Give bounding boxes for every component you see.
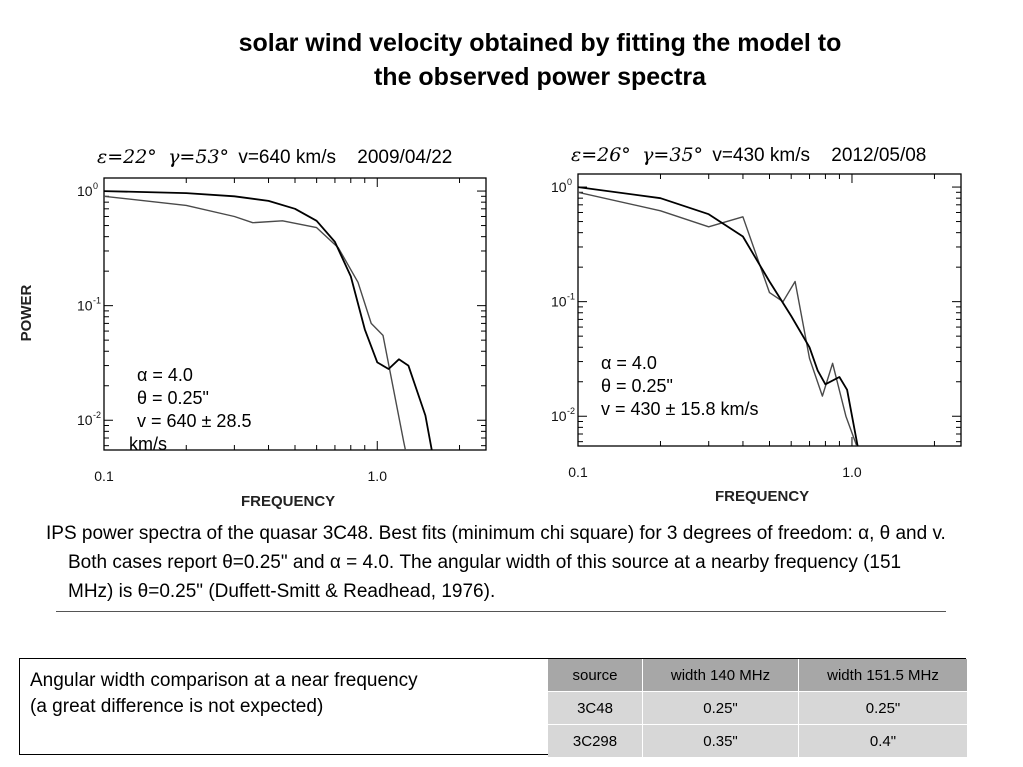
caption-divider <box>56 611 946 612</box>
plot1-gamma: γ=53° <box>168 146 230 168</box>
plot1-series-observed <box>104 195 407 450</box>
plot2-x-axis-title: FREQUENCY <box>715 488 810 505</box>
plot1-x-axis-title: FREQUENCY <box>241 493 336 510</box>
plot2-y-tick-exponent: -1 <box>567 292 575 302</box>
plot1-x-tick-label: 1.0 <box>368 468 388 484</box>
plot1-y-tick-label: 10 <box>77 412 93 428</box>
plot1-fit-params: α = 4.0 θ = 0.25" v = 640 ± 28.5 km/s <box>129 364 252 456</box>
figure-caption: IPS power spectra of the quasar 3C48. Be… <box>46 519 946 606</box>
table-cell-source: 3C298 <box>548 724 643 758</box>
plot2-fit-theta: θ = 0.25" <box>601 376 673 396</box>
plot1-velocity: v=640 km/s <box>238 147 336 168</box>
table-cell-140: 0.25" <box>642 691 799 725</box>
caption-text: IPS power spectra of the quasar 3C48. Be… <box>46 523 946 602</box>
table-header-140: width 140 MHz <box>642 659 799 692</box>
plot2-fit-params: α = 4.0 θ = 0.25" v = 430 ± 15.8 km/s <box>601 352 758 421</box>
plot1-series-model <box>104 190 433 450</box>
plot2-y-tick-exponent: -2 <box>567 406 575 416</box>
plot2-header: ε=26° γ=35° v=430 km/s 2012/05/08 <box>571 144 926 167</box>
angular-width-table: source width 140 MHz width 151.5 MHz 3C4… <box>548 659 968 758</box>
plot2-epsilon: ε=26° <box>571 144 631 166</box>
plot2-y-tick-exponent: 0 <box>567 177 572 187</box>
page-title: solar wind velocity obtained by fitting … <box>238 29 842 91</box>
plot1-epsilon: ε=22° <box>97 146 157 168</box>
plot1-fit-unit: km/s <box>129 434 167 454</box>
plot1-fit-alpha: α = 4.0 <box>137 365 193 385</box>
plot2-series-model <box>578 186 859 446</box>
plot1-x-tick-label: 0.1 <box>94 468 114 484</box>
plot2-x-tick-label: 0.1 <box>568 464 588 480</box>
plot2-fit-alpha: α = 4.0 <box>601 353 657 373</box>
plot2-y-tick-label: 10 <box>551 294 567 310</box>
table-header-row: source width 140 MHz width 151.5 MHz <box>548 659 968 692</box>
plot2-fit-velocity: v = 430 ± 15.8 km/s <box>601 399 759 419</box>
plot2-date: 2012/05/08 <box>831 145 927 166</box>
table-cell-1515: 0.4" <box>798 724 968 758</box>
plot2-y-tick-label: 10 <box>551 179 567 195</box>
plot1-y-tick-exponent: -2 <box>93 410 101 420</box>
plot1-y-tick-exponent: -1 <box>93 296 101 306</box>
plot2-y-tick-label: 10 <box>551 408 567 424</box>
plot1-y-tick-exponent: 0 <box>93 181 98 191</box>
table-row: 3C48 0.25" 0.25" <box>548 691 968 725</box>
plot1-y-tick-label: 10 <box>77 183 93 199</box>
plot2-velocity: v=430 km/s <box>712 145 810 166</box>
plot1-header: ε=22° γ=53° v=640 km/s 2009/04/22 <box>97 146 452 169</box>
table-row: 3C298 0.35" 0.4" <box>548 724 968 758</box>
plot2-gamma: γ=35° <box>642 144 704 166</box>
table-cell-140: 0.35" <box>642 724 799 758</box>
table-header-source: source <box>548 659 643 692</box>
plot1-fit-theta: θ = 0.25" <box>137 388 209 408</box>
plot2-series-observed <box>578 191 858 446</box>
comparison-text: Angular width comparison at a near frequ… <box>30 670 418 717</box>
table-cell-source: 3C48 <box>548 691 643 725</box>
plot2-x-tick-label: 1.0 <box>842 464 862 480</box>
table-cell-1515: 0.25" <box>798 691 968 725</box>
plot1-date: 2009/04/22 <box>357 147 453 168</box>
plot1-y-tick-label: 10 <box>77 298 93 314</box>
table-header-1515: width 151.5 MHz <box>798 659 968 692</box>
plot1-y-axis-title: POWER <box>18 284 35 342</box>
plot1-fit-velocity: v = 640 ± 28.5 <box>137 411 252 431</box>
